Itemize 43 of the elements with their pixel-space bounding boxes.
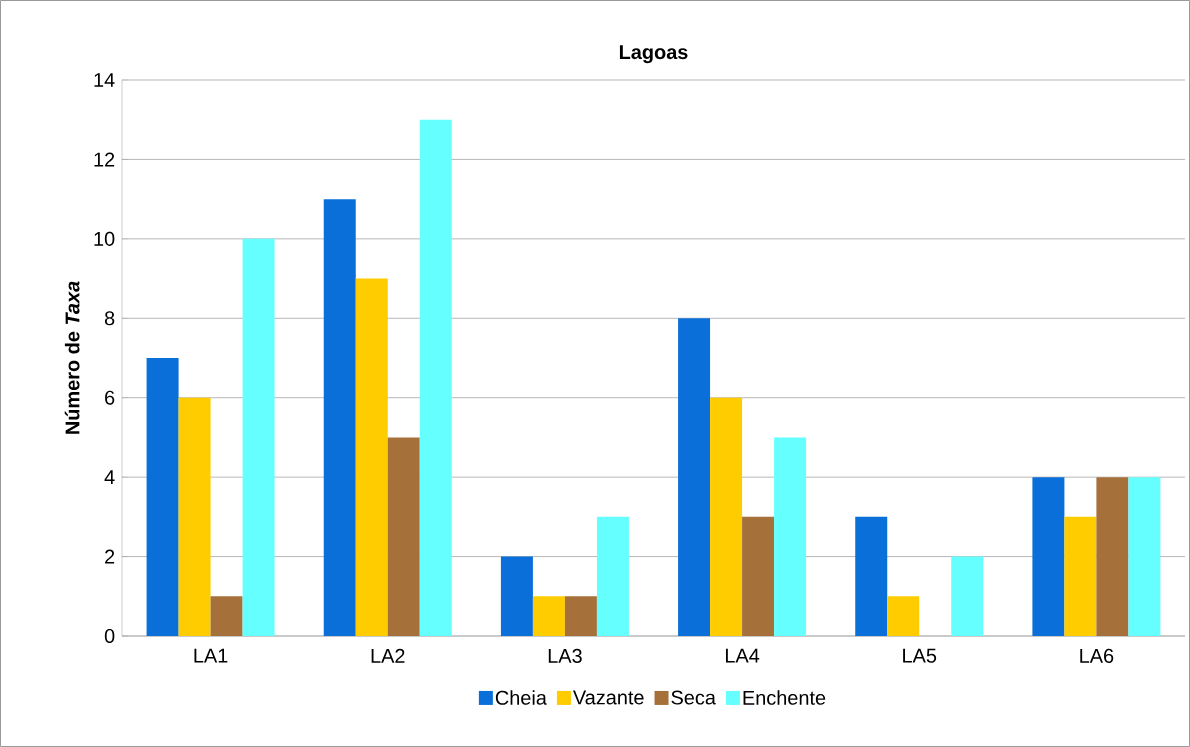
legend-label: Seca — [671, 690, 716, 705]
bar — [532, 596, 565, 636]
bar — [596, 516, 629, 636]
y-tick-label: 2 — [105, 549, 115, 564]
y-tick-label: 14 — [94, 73, 115, 87]
bar — [855, 516, 888, 636]
x-tick-label: LA4 — [725, 648, 760, 663]
bar — [774, 437, 807, 636]
bar — [887, 596, 920, 636]
bar — [146, 358, 179, 636]
bar — [355, 278, 388, 636]
bar — [742, 516, 775, 636]
x-tick-label: LA6 — [1080, 648, 1114, 663]
y-tick-label: 10 — [94, 231, 115, 246]
y-axis-title: Número de Taxa — [64, 281, 80, 434]
bar — [323, 199, 356, 636]
bar — [1128, 477, 1161, 636]
y-tick-label: 12 — [94, 152, 115, 167]
bar — [210, 596, 243, 636]
x-tick-label: LA3 — [548, 648, 582, 663]
y-tick-label: 0 — [104, 628, 115, 644]
bar — [564, 596, 597, 636]
bar — [951, 556, 984, 636]
bar — [1096, 477, 1129, 636]
bar — [710, 397, 743, 636]
legend-label: Cheia — [495, 690, 547, 705]
bar — [178, 397, 211, 636]
y-tick-label: 4 — [104, 470, 115, 484]
bar — [242, 238, 275, 636]
y-tick-label: 6 — [105, 390, 115, 405]
x-tick-label: LA5 — [903, 648, 937, 663]
bar — [1064, 516, 1097, 636]
bar — [419, 119, 452, 636]
x-tick-label: LA1 — [194, 648, 228, 663]
legend-label: Vazante — [573, 690, 644, 705]
bar — [1032, 477, 1065, 636]
bar — [678, 318, 711, 636]
y-tick-label: 8 — [104, 311, 115, 326]
x-tick-label: LA2 — [371, 648, 405, 663]
bar — [500, 556, 533, 636]
legend-label: Enchente — [743, 690, 826, 705]
bar — [387, 437, 420, 636]
chart-title: Lagoas — [619, 45, 688, 64]
